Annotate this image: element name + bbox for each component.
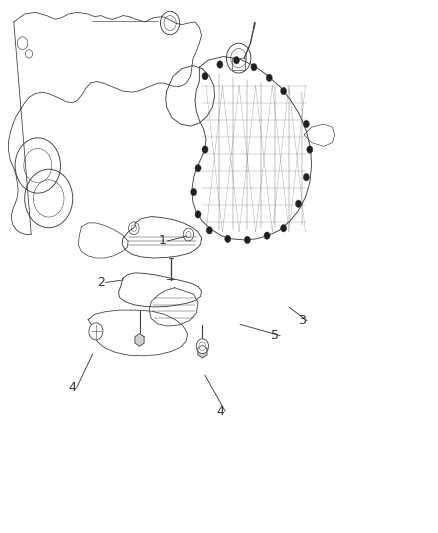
Polygon shape: [198, 345, 207, 358]
Circle shape: [225, 235, 231, 243]
Text: 2: 2: [97, 276, 105, 289]
Text: 1: 1: [159, 235, 166, 247]
Polygon shape: [135, 334, 144, 346]
Circle shape: [89, 323, 103, 340]
Circle shape: [202, 72, 208, 80]
Circle shape: [217, 61, 223, 68]
Text: 4: 4: [216, 405, 224, 417]
Circle shape: [251, 63, 257, 71]
Circle shape: [244, 236, 251, 244]
Circle shape: [303, 173, 309, 181]
Circle shape: [303, 120, 309, 128]
Text: 5: 5: [271, 329, 279, 342]
Circle shape: [195, 165, 201, 172]
Circle shape: [202, 146, 208, 154]
Circle shape: [191, 188, 197, 196]
Circle shape: [307, 146, 313, 154]
Circle shape: [196, 339, 208, 354]
Text: 4: 4: [68, 381, 76, 394]
Circle shape: [266, 74, 272, 82]
Circle shape: [206, 227, 212, 234]
Circle shape: [195, 211, 201, 218]
Circle shape: [264, 232, 270, 239]
Circle shape: [233, 56, 240, 64]
Circle shape: [281, 224, 287, 232]
Text: 3: 3: [298, 314, 306, 327]
Circle shape: [295, 200, 301, 207]
Circle shape: [281, 87, 287, 95]
